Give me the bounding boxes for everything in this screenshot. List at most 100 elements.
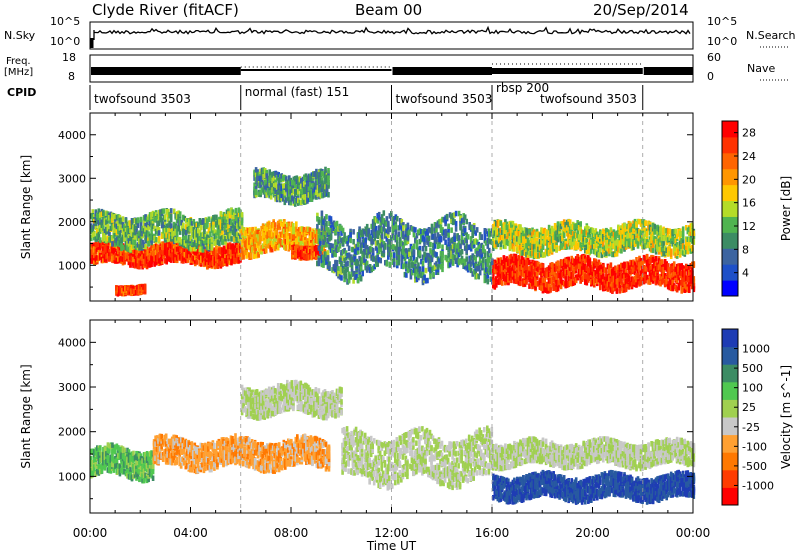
data-cell <box>172 253 176 259</box>
data-cell <box>230 212 233 219</box>
data-cell <box>105 241 108 247</box>
data-cell <box>148 217 152 223</box>
data-cell <box>195 233 199 239</box>
data-cell <box>189 254 193 260</box>
data-cell <box>142 221 146 228</box>
data-cell <box>96 212 99 219</box>
data-cell <box>111 235 114 241</box>
data-cell <box>317 219 321 225</box>
data-cell <box>120 227 123 233</box>
data-cell <box>139 225 143 231</box>
data-cell <box>166 247 170 254</box>
data-cell <box>441 251 444 257</box>
data-cell <box>132 254 135 260</box>
data-cell <box>130 239 134 245</box>
data-cell <box>139 248 143 254</box>
data-cell <box>126 241 129 247</box>
data-cell <box>169 226 173 233</box>
data-cell <box>162 245 165 251</box>
data-cell <box>109 235 113 241</box>
data-cell <box>117 249 120 256</box>
noise-sky-trace <box>93 25 691 40</box>
data-cell <box>132 218 135 224</box>
data-cell <box>384 244 387 250</box>
data-cell <box>105 219 108 225</box>
data-cell <box>154 236 158 243</box>
data-cell <box>284 245 288 251</box>
data-cell <box>197 246 200 252</box>
beam-title: Beam 00 <box>355 1 423 19</box>
data-cell <box>203 236 206 243</box>
data-cell <box>239 237 242 243</box>
data-cell <box>216 229 220 236</box>
data-cell <box>324 166 327 173</box>
data-cell <box>100 226 104 232</box>
data-cell <box>215 255 218 262</box>
data-cell <box>129 227 132 234</box>
data-cell <box>421 266 425 272</box>
data-cell <box>221 261 224 267</box>
data-cell <box>178 211 182 217</box>
data-cell <box>139 238 143 245</box>
data-cell <box>166 223 170 230</box>
data-cell <box>147 254 150 260</box>
data-cell <box>172 244 176 250</box>
data-cell <box>147 262 150 268</box>
data-cell <box>144 230 147 236</box>
data-cell <box>145 226 149 233</box>
data-cell <box>397 254 401 261</box>
data-cell <box>236 223 239 229</box>
data-cell <box>102 257 105 264</box>
data-cell <box>150 238 153 244</box>
data-cell <box>150 234 153 241</box>
data-cell <box>177 254 180 260</box>
data-cell <box>150 225 153 231</box>
cpid-segment-label: twofsound 3503 <box>94 92 191 106</box>
data-cell <box>145 216 149 223</box>
data-cell <box>99 240 102 246</box>
data-cell <box>447 223 450 229</box>
data-cell <box>142 253 146 259</box>
data-cell <box>147 238 150 244</box>
data-cell <box>160 233 164 239</box>
data-cell <box>178 240 182 246</box>
data-cell <box>219 247 223 254</box>
data-cell <box>138 245 141 251</box>
data-cell <box>135 219 138 225</box>
data-cell <box>123 231 126 238</box>
data-cell <box>150 261 153 267</box>
data-cell <box>126 253 129 259</box>
data-cell <box>117 235 120 242</box>
data-cell <box>165 259 168 265</box>
data-cell <box>168 256 171 263</box>
data-cell <box>156 244 159 250</box>
data-cell <box>210 220 214 227</box>
data-cell <box>195 222 199 229</box>
data-cell <box>177 250 180 257</box>
data-cell <box>426 277 429 284</box>
data-cell <box>105 250 108 256</box>
data-cell <box>130 244 134 250</box>
data-cell <box>153 243 156 250</box>
data-cell <box>123 258 126 265</box>
data-cell <box>326 250 330 256</box>
data-cell <box>151 234 155 241</box>
data-cell <box>203 223 206 229</box>
data-cell <box>234 256 238 263</box>
data-cell <box>165 253 168 259</box>
data-cell <box>197 253 200 260</box>
data-cell <box>209 231 212 237</box>
data-cell <box>177 246 180 253</box>
data-cell <box>147 225 150 231</box>
data-cell <box>133 234 137 240</box>
data-cell <box>154 212 158 218</box>
data-cell <box>415 257 419 263</box>
data-cell <box>192 256 196 262</box>
data-cell <box>102 231 105 237</box>
data-cell <box>93 242 96 249</box>
data-cell <box>359 276 363 282</box>
data-cell <box>141 225 144 232</box>
data-cell <box>206 237 209 244</box>
data-cell <box>222 245 226 251</box>
data-cell <box>91 214 95 220</box>
